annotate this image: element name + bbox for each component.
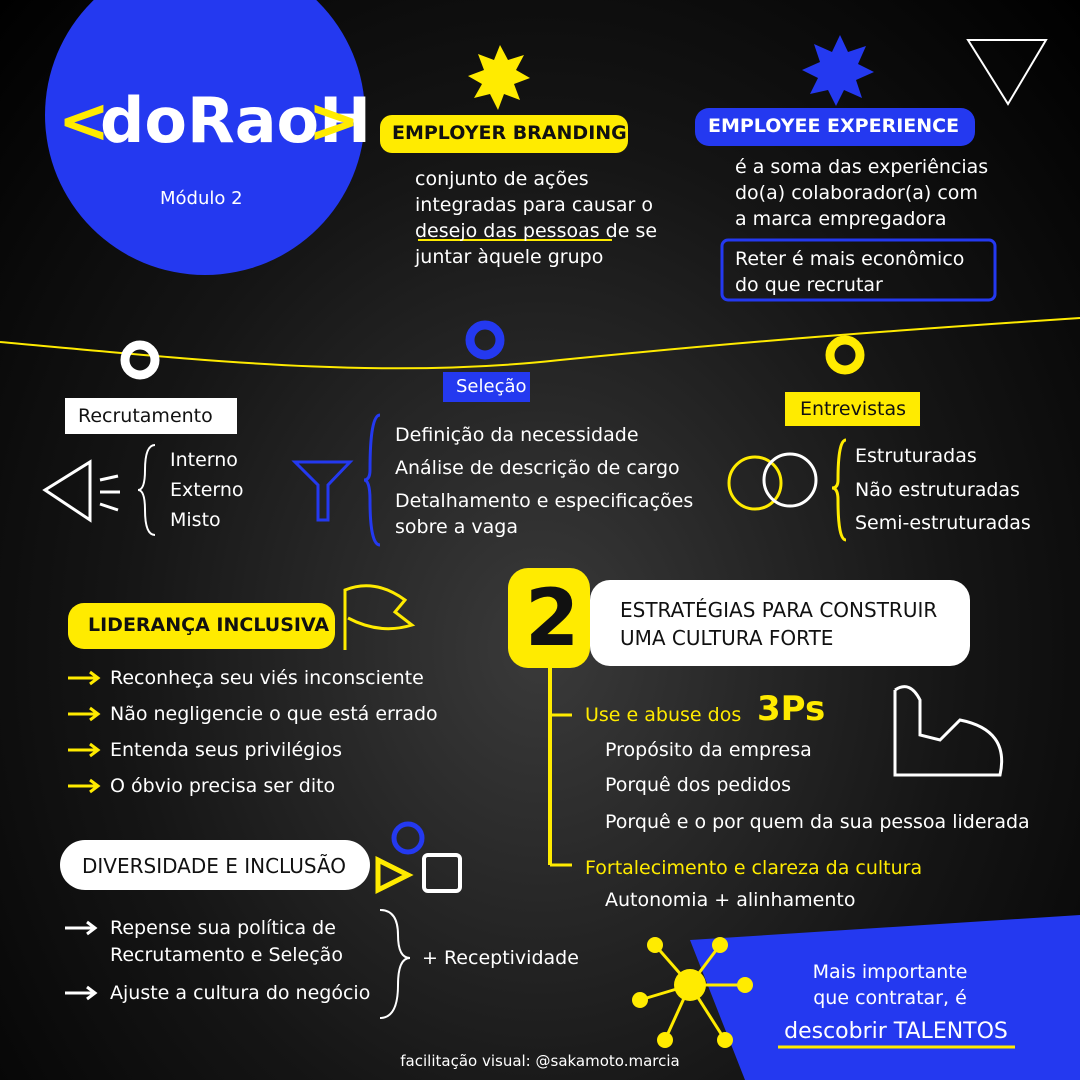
note-box xyxy=(720,238,997,302)
talent-shape xyxy=(690,915,1080,1080)
text-line: a marca empregadora xyxy=(735,208,947,230)
arm-icon xyxy=(893,685,1004,777)
list-item: Não estruturadas xyxy=(855,479,1020,501)
note-line: Reter é mais econômico xyxy=(735,248,965,270)
pill xyxy=(60,840,370,890)
flag xyxy=(343,584,416,650)
pill xyxy=(68,603,335,649)
star xyxy=(802,35,874,106)
list-item: Estruturadas xyxy=(855,445,977,467)
heading: Fortalecimento e clareza da cultura xyxy=(585,857,923,879)
ring xyxy=(825,335,865,375)
heading-big: 3Ps xyxy=(757,689,826,729)
big-number: 2 xyxy=(525,574,580,664)
list-item: Detalhamento e especificações xyxy=(395,490,694,512)
list-item: Entenda seus privilégios xyxy=(110,739,343,761)
talent-line: que contratar, é xyxy=(813,987,967,1009)
list-item: Definição da necessidade xyxy=(395,424,639,446)
list-item: Semi-estruturadas xyxy=(855,512,1031,534)
arrows xyxy=(65,920,98,1001)
brace xyxy=(363,413,381,547)
logo-circle xyxy=(45,0,365,275)
label: Recrutamento xyxy=(78,405,213,427)
label: Entrevistas xyxy=(800,398,906,420)
label-box xyxy=(443,372,530,402)
arrows xyxy=(68,670,101,794)
megaphone xyxy=(42,459,120,523)
module: Módulo 2 xyxy=(160,188,243,209)
label-box xyxy=(65,398,237,434)
list-item: Autonomia + alinhamento xyxy=(605,889,856,911)
string xyxy=(0,317,1080,370)
corner-logo xyxy=(966,39,1048,106)
credit: facilitação visual: @sakamoto.marcia xyxy=(400,1052,680,1070)
text-line: juntar àquele grupo xyxy=(415,246,604,268)
title-line: ESTRATÉGIAS PARA CONSTRUIR xyxy=(620,598,938,622)
talent-line: Mais importante xyxy=(812,961,968,983)
triangle-icon xyxy=(375,855,414,895)
brace xyxy=(379,909,411,1019)
title-box xyxy=(590,580,970,666)
text-line: integradas para causar o xyxy=(415,194,653,216)
section-title: DIVERSIDADE E INCLUSÃO xyxy=(82,854,346,878)
list-item: Análise de descrição de cargo xyxy=(395,457,680,479)
text-line: conjunto de ações xyxy=(415,168,589,190)
list-item: Não negligencie o que está errado xyxy=(110,703,438,725)
label-box xyxy=(785,392,920,426)
list-item: Ajuste a cultura do negócio xyxy=(110,982,371,1004)
list-item: Repense sua política de xyxy=(110,917,336,939)
text-line: é a soma das experiências xyxy=(735,156,989,178)
text-line: desejo das pessoas de se xyxy=(415,220,658,242)
list-item: Porquê e o por quem da sua pessoa lidera… xyxy=(605,811,1030,833)
logo-bracket: < xyxy=(58,84,110,157)
ring xyxy=(120,340,160,380)
pill xyxy=(695,108,975,146)
logo-name: doRaoH xyxy=(100,84,372,157)
list-item: O óbvio precisa ser dito xyxy=(110,775,336,797)
list-item: Misto xyxy=(170,509,221,531)
brace xyxy=(831,438,847,542)
list-item: Porquê dos pedidos xyxy=(605,774,792,796)
star xyxy=(468,45,530,110)
list-item: Externo xyxy=(170,479,244,501)
circle-icon xyxy=(391,821,425,855)
network-nodes xyxy=(632,937,753,1048)
pill xyxy=(380,115,628,153)
note-line: do que recrutar xyxy=(735,274,883,296)
label: Seleção xyxy=(456,376,527,397)
list-item: Reconheça seu viés inconsciente xyxy=(110,667,424,689)
list-item: Propósito da empresa xyxy=(605,739,812,761)
square-icon xyxy=(422,853,462,893)
heading: Use e abuse dos xyxy=(585,704,742,726)
list-item: Recrutamento e Seleção xyxy=(110,944,343,966)
section-title: EMPLOYER BRANDING xyxy=(392,122,627,144)
bubble xyxy=(727,455,783,511)
funnel xyxy=(291,460,354,522)
number-box xyxy=(508,568,590,668)
brace xyxy=(137,444,156,536)
title-line: UMA CULTURA FORTE xyxy=(620,626,834,650)
section-title: EMPLOYEE EXPERIENCE xyxy=(708,115,960,137)
ring xyxy=(465,320,505,360)
talent-line: descobrir TALENTOS xyxy=(784,1019,1008,1044)
text-line: do(a) colaborador(a) com xyxy=(735,182,978,204)
list-item: Interno xyxy=(170,449,238,471)
logo-bracket: > xyxy=(308,84,360,157)
list-item: sobre a vaga xyxy=(395,516,518,538)
section-title: LIDERANÇA INCLUSIVA xyxy=(88,614,330,636)
bubble xyxy=(762,452,818,508)
extra: + Receptividade xyxy=(422,947,579,969)
